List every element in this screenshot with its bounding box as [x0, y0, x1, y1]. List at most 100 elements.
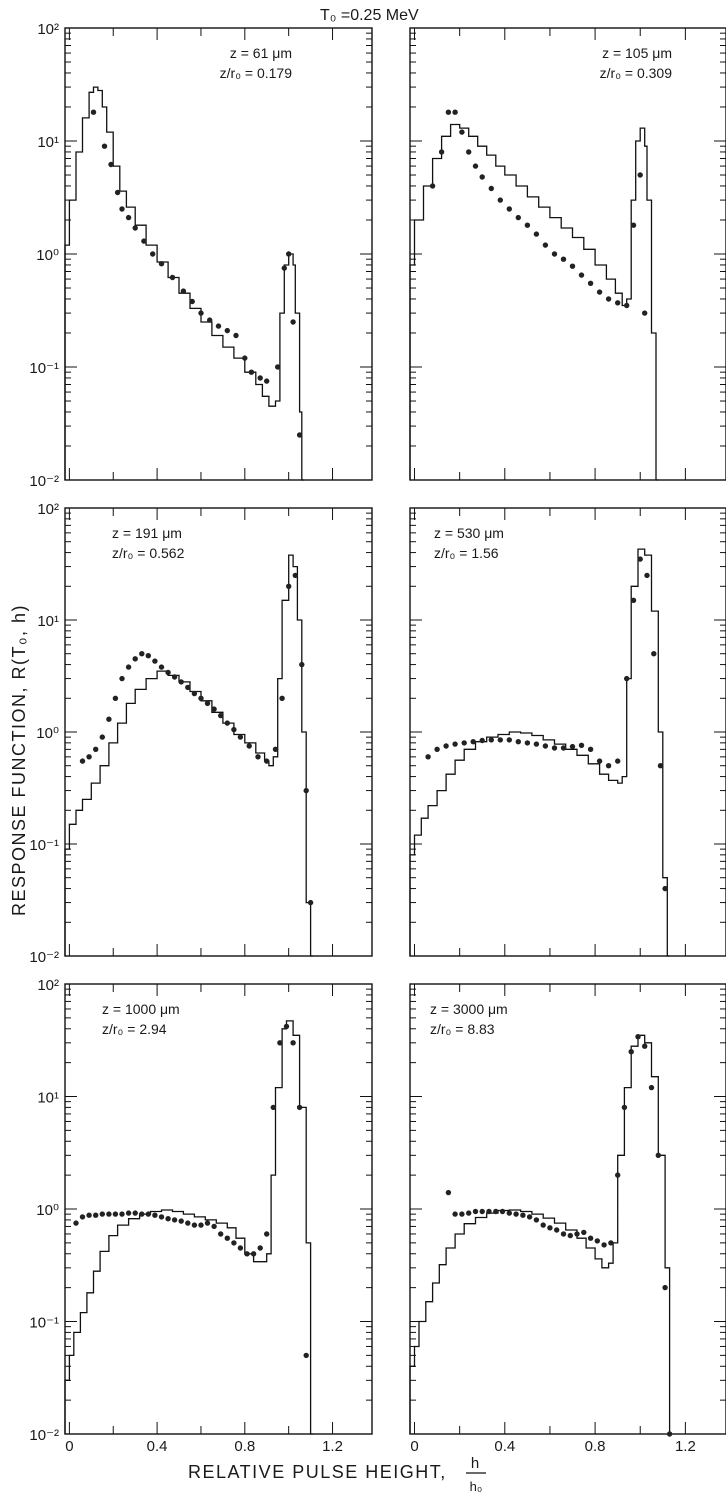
- data-point: [145, 1211, 151, 1217]
- y-tick-label: 10⁰: [36, 1202, 59, 1219]
- panel-annotation: z/r₀ = 0.309: [600, 65, 673, 81]
- data-point: [513, 1211, 519, 1217]
- panels-group: 10² 10¹ 10⁰ 10⁻¹ 10⁻² z = 61 μm z/r₀ = 0.179 z …: [29, 21, 726, 1455]
- data-point: [73, 1220, 79, 1226]
- data-point: [250, 1251, 257, 1257]
- data-point: [158, 664, 165, 670]
- data-point: [637, 172, 643, 178]
- data-point: [231, 726, 237, 733]
- data-point: [283, 1023, 290, 1030]
- data-point: [93, 746, 99, 752]
- data-point: [560, 256, 567, 262]
- data-point: [180, 288, 187, 294]
- y-tick-label: 10⁻²: [29, 949, 59, 966]
- data-point: [542, 242, 549, 248]
- data-point: [479, 1208, 485, 1215]
- data-point: [666, 1431, 673, 1437]
- data-point: [125, 664, 132, 670]
- data-point: [99, 734, 106, 740]
- panel-annotation: z = 530 μm: [434, 525, 504, 541]
- data-point: [158, 1214, 165, 1220]
- data-point: [488, 185, 494, 192]
- data-point: [488, 737, 494, 743]
- x-tick-label: 1.2: [322, 1438, 343, 1455]
- data-point: [624, 675, 630, 682]
- data-point: [533, 231, 540, 237]
- data-point: [587, 280, 594, 286]
- data-point: [231, 1240, 237, 1246]
- data-point: [445, 1189, 452, 1196]
- data-point: [178, 679, 184, 685]
- data-point: [657, 763, 664, 769]
- data-point: [303, 787, 309, 794]
- data-point: [630, 597, 637, 603]
- x-axis-label: RELATIVE PULSE HEIGHT,: [188, 1462, 447, 1482]
- data-point: [452, 741, 458, 747]
- data-point: [296, 1104, 303, 1111]
- data-point: [215, 323, 222, 329]
- data-point: [515, 739, 521, 745]
- panel-annotation: z/r₀ = 8.83: [430, 1021, 495, 1037]
- data-point: [152, 658, 158, 664]
- data-point: [211, 706, 217, 712]
- data-point: [224, 327, 230, 334]
- data-point: [198, 310, 204, 316]
- data-point: [237, 1245, 244, 1251]
- x-axis-fraction-den: h₀: [470, 1479, 483, 1494]
- data-point: [466, 149, 472, 155]
- data-point: [171, 1217, 178, 1223]
- data-point: [499, 1208, 506, 1215]
- histogram-series: [409, 1034, 672, 1435]
- y-tick-label: 10⁻²: [29, 1427, 59, 1444]
- panel-bottom-right: 0 0.4 0.8 1.2 z = 3000 μm z/r₀ = 8.83: [409, 983, 726, 1455]
- data-point: [86, 754, 92, 760]
- data-point: [275, 364, 281, 370]
- data-point: [189, 298, 195, 305]
- data-point: [152, 1212, 158, 1218]
- data-point: [246, 743, 252, 749]
- data-point: [560, 745, 567, 751]
- data-point: [515, 214, 521, 221]
- data-point: [560, 1231, 567, 1237]
- data-point: [237, 734, 244, 740]
- histogram-series: [409, 123, 659, 481]
- data-point: [425, 754, 431, 760]
- data-point: [601, 1242, 607, 1248]
- data-point: [145, 653, 151, 659]
- data-point: [662, 885, 668, 892]
- data-point: [286, 583, 292, 589]
- data-point: [497, 197, 503, 203]
- panel-top-right: z = 105 μm z/r₀ = 0.309: [409, 27, 726, 481]
- data-point: [292, 572, 298, 579]
- data-point: [540, 1222, 546, 1228]
- data-point: [218, 1231, 224, 1237]
- data-point: [211, 1223, 217, 1230]
- panel-bottom-left: 10² 10¹ 10⁰ 10⁻¹ 10⁻² 0 0.4 0.8 1.2 z = 1000 μm z/…: [29, 977, 373, 1455]
- data-point: [479, 737, 485, 744]
- data-point: [191, 690, 198, 697]
- data-point: [434, 746, 440, 752]
- histogram-series: [64, 1020, 313, 1435]
- data-point: [169, 274, 176, 281]
- y-tick-label: 10⁰: [36, 247, 59, 264]
- data-point: [296, 432, 303, 438]
- data-point: [596, 758, 603, 764]
- data-point: [472, 1208, 479, 1215]
- y-tick-label: 10²: [37, 501, 59, 518]
- panel-frame: [64, 507, 373, 957]
- data-point: [587, 746, 594, 752]
- x-tick-label: 1.2: [675, 1438, 696, 1455]
- data-point: [635, 1034, 641, 1040]
- data-point: [108, 161, 114, 168]
- x-tick-label: 0: [65, 1438, 73, 1455]
- data-point: [114, 189, 121, 196]
- data-point: [242, 355, 248, 361]
- data-point: [651, 651, 657, 657]
- data-point: [642, 1043, 648, 1049]
- x-axis-fraction-num: h: [471, 1455, 479, 1472]
- data-point: [567, 1232, 573, 1239]
- data-point: [198, 1222, 204, 1228]
- data-point: [281, 265, 287, 271]
- data-point: [472, 163, 479, 169]
- panel-frame: [64, 27, 373, 481]
